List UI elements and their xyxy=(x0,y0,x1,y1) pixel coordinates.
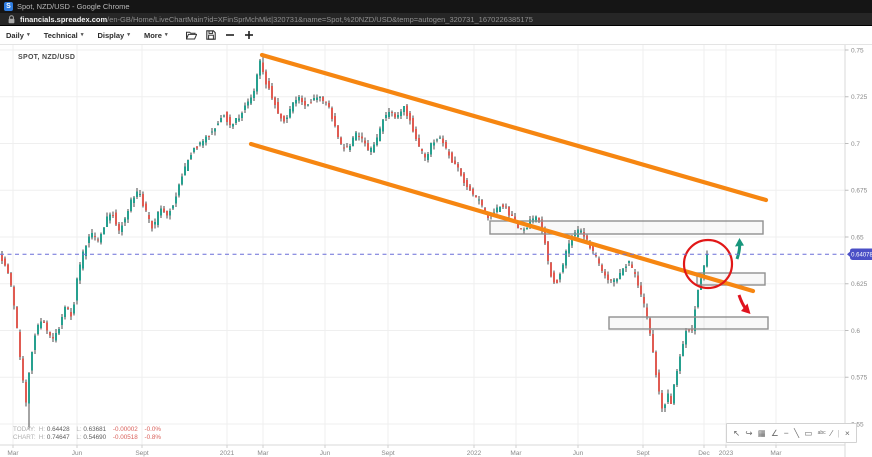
svg-text:0.55: 0.55 xyxy=(851,421,864,428)
menu-technical[interactable]: Technical ▾ xyxy=(44,31,84,40)
chart-menubar: Daily ▾ Technical ▾ Display ▾ More ▾ xyxy=(0,26,872,45)
diagonal-line-tool[interactable]: ∕ xyxy=(830,428,833,438)
svg-text:0.64078: 0.64078 xyxy=(851,252,872,258)
browser-titlebar: S Spot, NZD/USD - Google Chrome xyxy=(0,0,872,13)
menu-more[interactable]: More ▾ xyxy=(144,31,168,40)
menu-display-label: Display xyxy=(97,30,125,40)
svg-text:Jun: Jun xyxy=(320,450,331,457)
svg-text:0.675: 0.675 xyxy=(851,188,868,195)
high-label: H: xyxy=(38,434,46,441)
cursor-pointer-tool[interactable]: ↖ xyxy=(733,428,741,438)
text-annotation-tool[interactable]: abc xyxy=(817,430,826,436)
today-info-row: TODAY: H: 0.64428 L: 0.63681 -0.00002 -0… xyxy=(13,426,166,434)
svg-text:Jun: Jun xyxy=(72,450,83,457)
chart-high: 0.74647 xyxy=(46,434,70,441)
today-change-pct: -0.0% xyxy=(144,426,161,433)
curved-arrow-tool[interactable]: ↪ xyxy=(745,428,753,438)
candlestick-chart[interactable]: 0.64078 0.75 0.725 0.7 0.675 0.65 0.625 0.6 0.57… xyxy=(0,45,872,457)
svg-text:0.575: 0.575 xyxy=(851,375,868,382)
svg-text:2023: 2023 xyxy=(719,450,734,457)
svg-text:Dec: Dec xyxy=(698,450,710,457)
url-domain: financials.spreadex.com xyxy=(20,14,108,24)
site-favicon: S xyxy=(4,2,13,11)
menu-timeframe-label: Daily xyxy=(6,30,24,40)
data-table-tool[interactable]: ▦ xyxy=(757,428,766,438)
svg-text:Mar: Mar xyxy=(770,450,782,457)
today-high: 0.64428 xyxy=(46,426,70,433)
svg-text:Sept: Sept xyxy=(636,450,650,457)
price-info-overlay: TODAY: H: 0.64428 L: 0.63681 -0.00002 -0… xyxy=(13,426,166,442)
low-label: L: xyxy=(76,434,82,441)
menu-timeframe[interactable]: Daily ▾ xyxy=(6,31,30,40)
high-label: H: xyxy=(38,426,46,433)
chart-change-pct: -0.8% xyxy=(144,434,161,441)
svg-text:2022: 2022 xyxy=(467,450,482,457)
svg-text:Sept: Sept xyxy=(381,450,395,457)
rectangle-tool[interactable]: ▭ xyxy=(804,428,813,438)
chevron-down-icon: ▾ xyxy=(26,32,30,38)
svg-text:Jun: Jun xyxy=(573,450,584,457)
chart-change: -0.00518 xyxy=(112,434,138,441)
menu-technical-label: Technical xyxy=(43,30,78,40)
svg-text:2021: 2021 xyxy=(220,450,235,457)
chevron-down-icon: ▾ xyxy=(80,32,84,38)
save-icon[interactable] xyxy=(205,30,216,40)
lock-icon xyxy=(8,14,15,23)
chart-label: CHART: xyxy=(13,434,36,441)
chevron-down-icon: ▾ xyxy=(127,32,130,38)
svg-text:0.625: 0.625 xyxy=(851,281,868,288)
trend-line-tool[interactable]: ╲ xyxy=(793,428,800,438)
today-label: TODAY: xyxy=(13,426,36,433)
menu-display[interactable]: Display ▾ xyxy=(98,31,130,40)
window-title: Spot, NZD/USD - Google Chrome xyxy=(17,2,130,11)
svg-text:Sept: Sept xyxy=(135,450,149,457)
svg-text:Mar: Mar xyxy=(7,450,19,457)
url-text[interactable]: financials.spreadex.com/en-GB/Home/LiveC… xyxy=(20,15,533,24)
chart-area: 0.64078 0.75 0.725 0.7 0.675 0.65 0.625 0.6 0.57… xyxy=(0,45,872,457)
today-change: -0.00002 xyxy=(112,426,138,433)
divider: | xyxy=(837,428,840,438)
svg-text:0.65: 0.65 xyxy=(851,234,864,241)
browser-urlbar[interactable]: financials.spreadex.com/en-GB/Home/LiveC… xyxy=(0,13,872,26)
svg-text:0.7: 0.7 xyxy=(851,141,860,148)
delete-drawing-tool[interactable]: × xyxy=(844,428,850,438)
url-path: /en-GB/Home/LiveChartMain?id=XFinSprMchM… xyxy=(107,14,533,24)
chevron-down-icon: ▾ xyxy=(164,32,168,38)
symbol-label: SPOT, NZD/USD xyxy=(18,54,76,61)
zoom-out-icon[interactable] xyxy=(225,30,235,40)
svg-text:0.6: 0.6 xyxy=(851,328,860,335)
svg-text:Mar: Mar xyxy=(257,450,269,457)
today-low: 0.63681 xyxy=(83,426,107,433)
chart-info-row: CHART: H: 0.74647 L: 0.54690 -0.00518 -0… xyxy=(13,434,166,442)
svg-text:0.725: 0.725 xyxy=(851,94,868,101)
horizontal-line-tool[interactable]: − xyxy=(783,428,789,438)
svg-text:0.75: 0.75 xyxy=(851,47,864,54)
chart-low: 0.54690 xyxy=(83,434,107,441)
low-label: L: xyxy=(76,426,82,433)
drawing-toolbar: ↖ ↪ ▦ ∠ − ╲ ▭ abc ∕ | × xyxy=(726,423,857,443)
svg-text:Mar: Mar xyxy=(510,450,522,457)
trend-fan-tool[interactable]: ∠ xyxy=(770,428,779,438)
zoom-in-icon[interactable] xyxy=(244,30,254,40)
menu-more-label: More xyxy=(143,30,162,40)
open-folder-icon[interactable] xyxy=(185,31,197,40)
